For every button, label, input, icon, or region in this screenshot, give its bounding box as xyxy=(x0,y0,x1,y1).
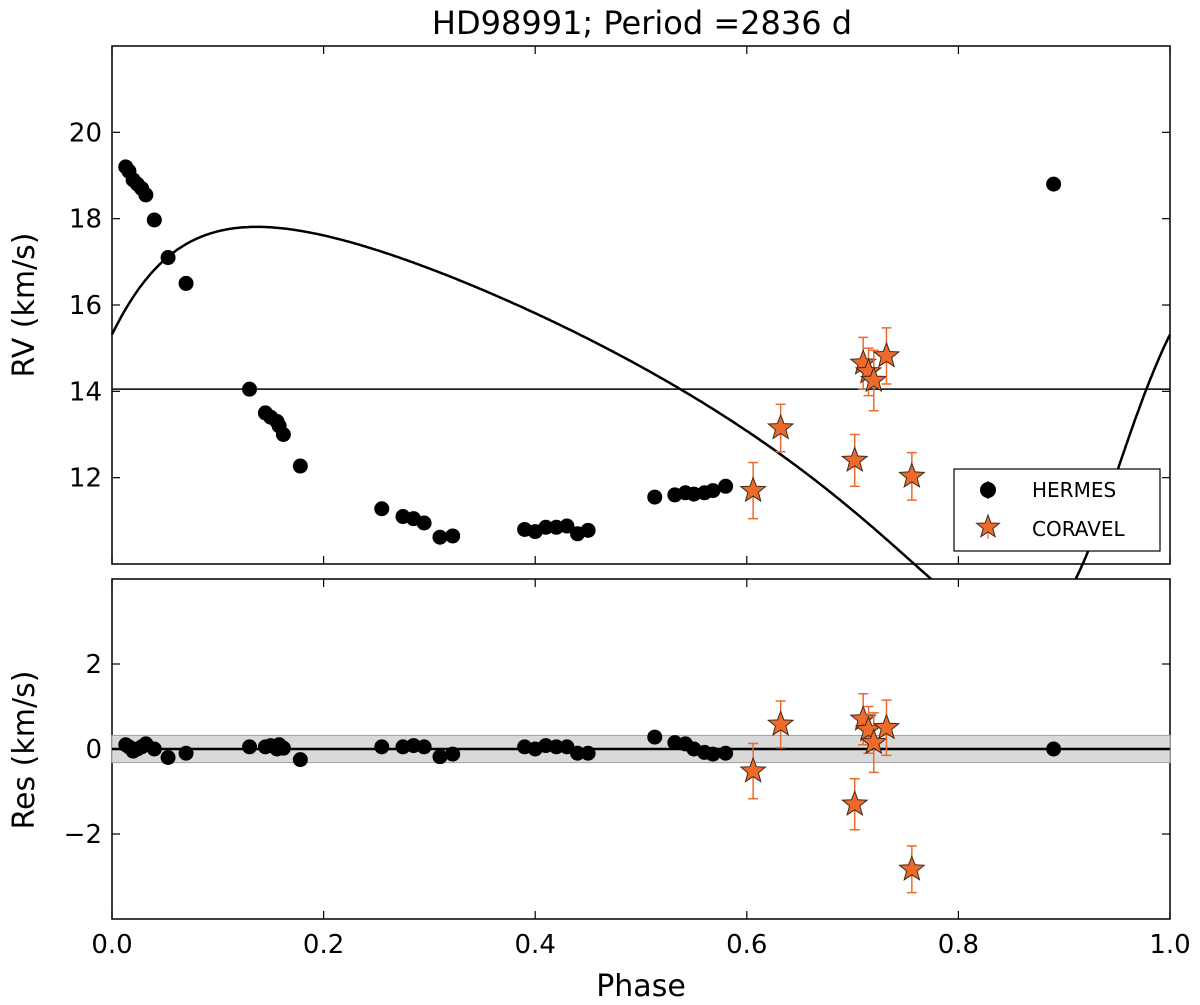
hermes-point xyxy=(580,745,596,761)
y-tick-label: 20 xyxy=(69,118,102,148)
hermes-point xyxy=(718,478,734,494)
coravel-point xyxy=(898,854,926,881)
residuals-panel: 0.0 0.2 0.4 0.6 0.8 1.0 −2 0 2 Res (km/s) Phase xyxy=(7,578,1191,1004)
y-tick-label: 12 xyxy=(69,464,102,494)
hermes-point xyxy=(275,427,291,442)
hermes-point xyxy=(146,212,162,228)
coravel-point xyxy=(860,728,888,755)
legend-coravel-label: CORAVEL xyxy=(1032,517,1126,541)
hermes-point xyxy=(570,745,586,761)
hermes-point xyxy=(580,522,596,538)
coravel-point xyxy=(766,709,795,737)
hermes-point xyxy=(647,489,663,505)
x-tick-label: 0.4 xyxy=(515,930,556,960)
hermes-point xyxy=(178,275,194,291)
y-tick-label: 16 xyxy=(69,291,102,321)
y-tick-label: 2 xyxy=(85,650,102,680)
hermes-point xyxy=(292,458,308,474)
hermes-point xyxy=(705,483,721,499)
coravel-point xyxy=(898,461,926,489)
rv-data-points xyxy=(118,159,1062,545)
hermes-point xyxy=(292,752,308,768)
hermes-point xyxy=(647,729,663,745)
hermes-point xyxy=(445,746,461,762)
coravel-point xyxy=(766,413,795,440)
rv-panel: 12 14 16 18 20 HERMES CORAVEL RV (km/s) xyxy=(7,45,1172,634)
phase-xlabel: Phase xyxy=(596,969,686,1004)
hermes-point xyxy=(432,529,448,545)
y-tick-label: 0 xyxy=(85,735,102,765)
y-tick-label: 18 xyxy=(69,205,102,235)
x-tick-label: 1.0 xyxy=(1149,930,1190,960)
residual-ylabel: Res (km/s) xyxy=(7,671,42,830)
coravel-point xyxy=(739,756,767,783)
legend: HERMES CORAVEL xyxy=(953,468,1161,552)
hermes-point xyxy=(445,528,461,544)
x-tick-label: 0.8 xyxy=(938,930,979,960)
residual-ticks: 0.0 0.2 0.4 0.6 0.8 1.0 −2 0 2 xyxy=(64,579,1191,960)
hermes-point xyxy=(160,750,176,765)
hermes-point xyxy=(1046,176,1062,192)
y-tick-label: −2 xyxy=(64,820,102,850)
x-tick-label: 0.0 xyxy=(91,930,132,960)
rv-ticks: 12 14 16 18 20 xyxy=(69,46,1171,564)
coravel-point xyxy=(739,476,767,503)
hermes-point xyxy=(1046,741,1062,757)
coravel-point xyxy=(872,341,901,368)
coravel-point xyxy=(841,445,869,473)
hermes-point xyxy=(146,741,162,757)
hermes-point xyxy=(275,740,291,756)
hermes-point xyxy=(718,745,734,761)
rv-ylabel: RV (km/s) xyxy=(7,232,42,377)
hermes-point xyxy=(374,739,390,755)
coravel-point xyxy=(872,713,901,740)
hermes-point xyxy=(138,187,154,203)
hermes-point xyxy=(374,501,390,517)
y-tick-label: 14 xyxy=(69,377,102,407)
legend-coravel-marker xyxy=(975,513,1001,538)
hermes-point xyxy=(160,250,176,266)
hermes-point xyxy=(705,746,721,762)
x-tick-label: 0.2 xyxy=(303,930,344,960)
coravel-point xyxy=(860,366,888,393)
x-tick-label: 0.6 xyxy=(726,930,767,960)
hermes-point xyxy=(559,518,575,534)
hermes-point xyxy=(432,749,448,765)
hermes-point xyxy=(242,739,258,755)
chart-title: HD98991; Period =2836 d xyxy=(432,4,852,42)
legend-hermes-marker xyxy=(980,482,996,498)
hermes-point xyxy=(242,381,258,397)
hermes-point xyxy=(416,515,432,531)
hermes-point xyxy=(416,739,432,755)
hermes-point xyxy=(178,745,194,761)
legend-hermes-label: HERMES xyxy=(1032,478,1116,502)
coravel-point xyxy=(849,704,877,731)
hermes-point xyxy=(548,739,564,755)
hermes-point xyxy=(538,519,554,535)
residual-data-points xyxy=(118,693,1062,894)
coravel-point xyxy=(841,789,869,816)
